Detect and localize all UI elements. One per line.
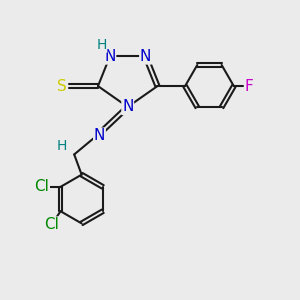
Text: N: N — [140, 49, 151, 64]
Text: Cl: Cl — [44, 217, 59, 232]
Text: S: S — [57, 79, 67, 94]
Text: N: N — [122, 99, 134, 114]
Text: H: H — [96, 38, 107, 52]
Text: H: H — [56, 139, 67, 153]
Text: N: N — [104, 49, 116, 64]
Text: F: F — [245, 79, 254, 94]
Text: Cl: Cl — [34, 179, 49, 194]
Text: N: N — [94, 128, 105, 143]
